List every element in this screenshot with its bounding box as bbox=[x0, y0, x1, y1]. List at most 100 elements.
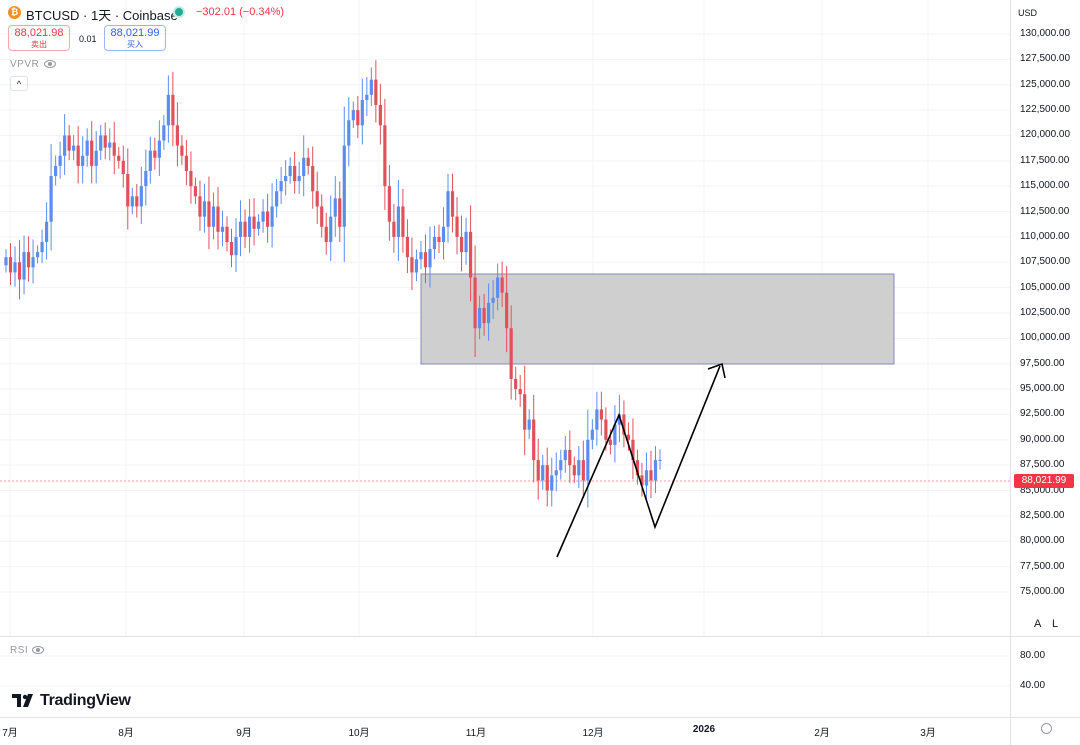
collapse-indicators-button[interactable]: ^ bbox=[10, 76, 28, 91]
rsi-pane-divider[interactable] bbox=[0, 636, 1080, 637]
candle-body-11 bbox=[54, 165, 58, 177]
price-tick-15: 92,500.00 bbox=[1020, 408, 1065, 420]
candle-body-73 bbox=[333, 198, 337, 217]
time-tick-3: 10月 bbox=[348, 728, 370, 739]
sell-button[interactable]: 88,021.98 卖出 bbox=[8, 25, 70, 51]
log-scale-button[interactable]: L bbox=[1052, 618, 1059, 630]
rsi-label[interactable]: RSI bbox=[10, 645, 29, 656]
candle-body-42 bbox=[193, 186, 198, 197]
candle-body-95 bbox=[432, 236, 437, 250]
candle-body-19 bbox=[90, 140, 94, 166]
candle-body-119 bbox=[541, 465, 545, 481]
time-tick-2: 9月 bbox=[236, 728, 252, 739]
candle-body-37 bbox=[171, 94, 175, 126]
candle-body-88 bbox=[401, 206, 405, 237]
candle-body-133 bbox=[604, 419, 608, 440]
candle-body-121 bbox=[550, 475, 554, 491]
candle-body-46 bbox=[211, 206, 216, 227]
market-status-icon bbox=[175, 8, 183, 16]
candle-body-86 bbox=[392, 221, 396, 237]
candle-body-70 bbox=[320, 206, 324, 227]
candle-body-96 bbox=[437, 236, 441, 242]
time-tick-1: 8月 bbox=[118, 728, 134, 739]
candle-body-13 bbox=[63, 135, 67, 156]
candle-body-40 bbox=[184, 155, 189, 171]
candle-body-132 bbox=[599, 409, 603, 420]
price-tick-1: 127,500.00 bbox=[1020, 53, 1071, 65]
buy-button[interactable]: 88,021.99 买入 bbox=[104, 25, 166, 51]
supply-zone-rectangle[interactable] bbox=[420, 273, 895, 365]
candle-body-25 bbox=[117, 155, 121, 161]
candle-body-137 bbox=[622, 414, 626, 435]
candle-body-126 bbox=[572, 465, 576, 476]
candle-body-8 bbox=[40, 241, 44, 253]
sell-label: 卖出 bbox=[31, 40, 47, 49]
tradingview-logo[interactable]: TradingView bbox=[12, 692, 131, 710]
price-tick-7: 112,500.00 bbox=[1020, 205, 1070, 217]
price-tick-5: 117,500.00 bbox=[1020, 154, 1070, 166]
candle-body-135 bbox=[613, 424, 617, 445]
candle-body-26 bbox=[121, 160, 125, 175]
candle-body-52 bbox=[238, 221, 243, 237]
candle-body-58 bbox=[266, 211, 270, 227]
candle-body-36 bbox=[166, 94, 170, 126]
candle-body-93 bbox=[423, 252, 428, 268]
currency-selector[interactable]: USD bbox=[1018, 8, 1038, 18]
candle-body-53 bbox=[243, 221, 247, 237]
candle-body-97 bbox=[441, 226, 446, 242]
candle-body-110 bbox=[500, 277, 504, 293]
candle-body-35 bbox=[162, 125, 166, 141]
candle-body-64 bbox=[293, 165, 297, 182]
candle-body-50 bbox=[229, 241, 234, 256]
chart-settings-icon[interactable] bbox=[1041, 723, 1052, 734]
candle-body-80 bbox=[365, 94, 369, 100]
zigzag-projection-line[interactable] bbox=[556, 365, 721, 558]
candle-body-120 bbox=[545, 465, 549, 491]
price-axis[interactable] bbox=[1010, 0, 1080, 745]
price-tick-22: 75,000.00 bbox=[1020, 586, 1065, 597]
price-tick-13: 97,500.00 bbox=[1020, 357, 1065, 369]
candle-body-78 bbox=[356, 110, 360, 126]
candle-body-117 bbox=[532, 419, 536, 461]
candle-body-34 bbox=[157, 140, 161, 158]
candle-body-18 bbox=[85, 140, 89, 156]
candle-body-66 bbox=[302, 157, 306, 177]
candle-body-129 bbox=[586, 439, 590, 481]
candle-body-83 bbox=[378, 105, 382, 126]
price-tick-14: 95,000.00 bbox=[1020, 383, 1065, 395]
candle-body-54 bbox=[247, 216, 252, 237]
price-change: −302.01 (−0.34%) bbox=[196, 6, 285, 18]
candle-body-45 bbox=[207, 201, 211, 227]
bitcoin-icon: ₿ bbox=[8, 6, 21, 19]
time-tick-7: 2月 bbox=[814, 728, 830, 739]
time-tick-4: 11月 bbox=[465, 728, 487, 739]
candle-body-3 bbox=[17, 262, 22, 280]
spread-value: 0.01 bbox=[79, 34, 97, 44]
price-tick-10: 105,000.00 bbox=[1020, 281, 1071, 293]
sell-price: 88,021.98 bbox=[14, 27, 64, 39]
vpvr-label[interactable]: VPVR bbox=[10, 59, 40, 70]
price-tick-17: 87,500.00 bbox=[1020, 459, 1065, 471]
arrow-head-icon bbox=[707, 362, 726, 379]
vpvr-visibility-eye-icon[interactable] bbox=[44, 60, 56, 68]
rsi-visibility-eye-icon[interactable] bbox=[32, 646, 44, 654]
candle-body-44 bbox=[202, 201, 207, 217]
header-bar: ₿ BTCUSD · 1天 · Coinbase −302.01 (−0.34%… bbox=[0, 0, 1010, 24]
candle-body-10 bbox=[49, 176, 53, 222]
symbol-title[interactable]: BTCUSD · 1天 · Coinbase bbox=[26, 8, 178, 23]
price-chart[interactable] bbox=[0, 0, 1010, 745]
candle-body-56 bbox=[256, 221, 261, 229]
candle-body-14 bbox=[67, 135, 71, 151]
candle-body-72 bbox=[329, 216, 333, 242]
candle-body-47 bbox=[216, 206, 220, 232]
candle-body-24 bbox=[112, 142, 116, 156]
auto-scale-button[interactable]: A bbox=[1034, 618, 1042, 630]
candle-body-1 bbox=[8, 257, 13, 273]
candle-body-139 bbox=[631, 439, 635, 461]
candle-body-17 bbox=[81, 155, 85, 166]
candle-body-67 bbox=[306, 157, 310, 166]
candle-body-5 bbox=[26, 252, 31, 268]
candle-body-145 bbox=[658, 459, 662, 461]
price-tick-9: 107,500.00 bbox=[1020, 256, 1071, 268]
candle-body-109 bbox=[496, 277, 500, 298]
